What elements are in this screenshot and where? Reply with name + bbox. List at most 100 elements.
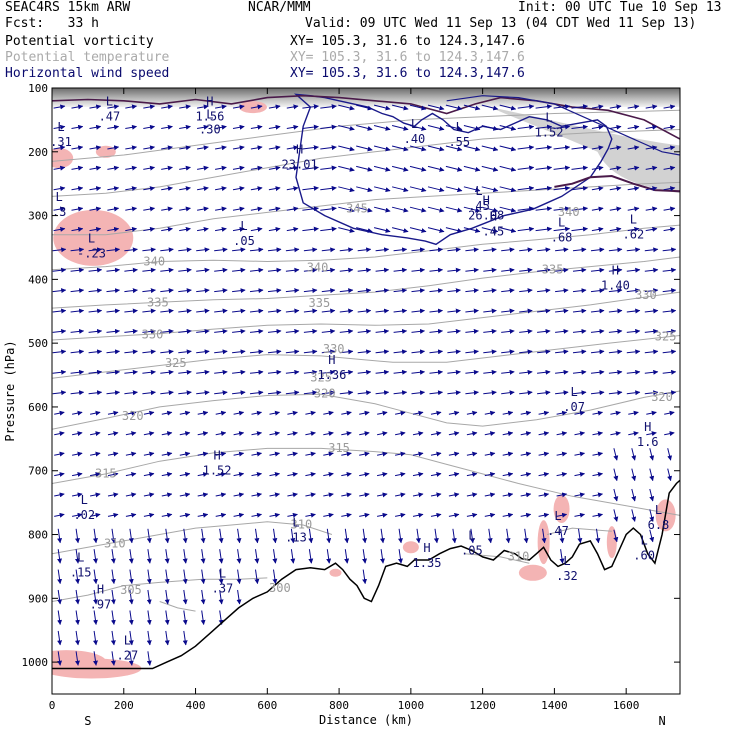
wind-arrow [553,226,571,232]
wind-arrow [57,630,63,646]
wind-arrow [375,247,390,253]
wind-arrow [287,451,298,457]
wind-arrow [430,472,442,477]
wind-arrow [89,206,102,212]
wind-arrow [610,410,621,416]
wind-arrow [164,569,170,585]
extremum-kind: H [328,353,335,367]
wind-arrow [161,104,173,110]
wind-arrow [107,512,119,518]
wind-arrow [357,369,372,375]
wind-arrow [412,472,424,477]
wind-arrow [520,492,532,498]
theta-label: 315 [328,441,350,455]
wind-arrow [412,410,424,416]
wind-arrow [233,451,245,457]
wind-arrow [483,349,497,355]
wind-arrow [499,206,517,213]
wind-arrow [88,267,103,273]
wind-arrow [487,528,493,544]
wind-arrow [645,124,658,130]
wind-arrow [125,472,137,477]
wind-arrow [448,512,460,518]
extremum-value: .68 [551,231,573,245]
theta-label: 325 [165,356,187,370]
wind-arrow [89,226,102,232]
theta-label: 335 [309,296,331,310]
wind-arrow [535,226,553,232]
wind-arrow [341,512,352,518]
wind-arrow [218,610,224,625]
wind-arrow [338,165,355,172]
wind-arrow [447,247,461,253]
wind-arrow [179,186,191,192]
wind-arrow [595,528,601,544]
wind-arrow [286,145,299,151]
wind-arrow [664,431,675,437]
pv-contour [52,94,680,140]
wind-arrow [182,569,188,585]
wind-arrow [178,308,192,314]
wind-arrow [357,267,372,273]
wind-arrow [628,431,639,437]
wind-arrow [143,206,155,212]
wind-arrow [215,492,227,498]
extremum-kind: H [490,209,497,223]
wind-arrow [645,226,658,232]
extremum-kind: L [77,551,84,565]
wind-arrow [466,472,478,477]
wind-arrow [465,288,479,294]
wind-arrow [373,186,391,193]
wind-arrow [320,124,337,130]
x-tick-label: 200 [114,699,134,712]
wind-arrow [179,165,191,171]
wind-arrow [483,369,497,375]
wind-arrow [232,308,246,314]
pv-extremum: L.55 [448,120,470,149]
terrain-line [52,479,680,670]
wind-arrow [501,349,515,355]
wind-arrow [320,185,337,191]
wind-arrow [269,410,280,416]
wind-arrow [359,431,370,437]
wind-arrow [70,308,85,314]
stratosphere-shading [52,88,680,108]
wind-arrow [391,186,409,193]
wind-arrow [197,186,209,192]
pv-shade-patch [53,209,134,266]
wind-arrow [143,451,155,457]
wind-arrow [303,308,318,314]
extremum-kind: L [545,110,552,124]
wind-arrow [339,390,354,396]
wind-arrow [178,288,192,294]
wind-arrow [379,549,385,564]
wind-arrow [572,390,587,396]
wind-arrow [215,206,227,212]
theta-isoline [52,291,680,341]
wind-arrow [626,369,641,375]
wind-arrow [232,390,246,396]
wind-arrow [128,651,134,666]
wind-arrow [663,226,676,232]
wind-arrow [52,308,67,314]
pv-extremum: H1.40 [601,264,630,293]
wind-arrow [142,267,156,273]
extremum-kind: L [640,533,647,547]
wind-arrow [556,410,568,416]
wind-arrow [556,472,568,477]
wind-arrow [90,431,101,437]
terrain [52,479,680,670]
wind-arrow [302,124,319,130]
wind-arrow [574,472,585,477]
forecast-hour: Fcst: 33 h [5,16,99,31]
wind-arrow [233,410,245,416]
wind-arrow [627,186,640,192]
wind-arrow [71,226,84,232]
wind-arrow [52,390,67,396]
wind-arrow [448,410,460,416]
wind-arrow [323,431,334,437]
wind-arrow [196,308,210,314]
wind-arrow [286,186,299,192]
extremum-value: 1.56 [195,110,224,124]
